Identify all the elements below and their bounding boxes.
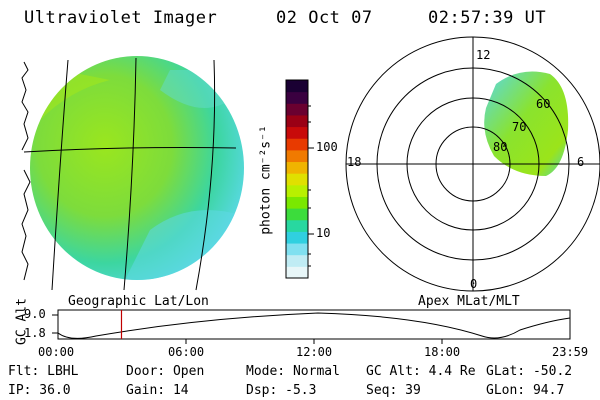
colorbar-segment [286, 138, 308, 151]
polar-plot [345, 36, 600, 292]
mlt-label-18: 18 [347, 155, 362, 169]
mlat-label-70: 70 [512, 120, 527, 134]
colorbar-segment [286, 161, 308, 174]
info-gain: Gain: 14 [126, 383, 189, 398]
time-tick-1800: 18:00 [424, 345, 461, 359]
mlt-label-0: 0 [470, 277, 478, 291]
colorbar-segment [286, 80, 308, 93]
colorbar-segment [286, 243, 308, 256]
info-glon: GLon: 94.7 [486, 383, 565, 398]
mlt-label-12: 12 [476, 48, 491, 62]
colorbar-segment [286, 266, 308, 279]
geographic-caption: Geographic Lat/Lon [68, 294, 209, 309]
colorbar-tick-100: 100 [316, 140, 338, 154]
colorbar-segment [286, 231, 308, 244]
altitude-ytick-high: 9.0 [24, 307, 46, 321]
colorbar-segment [286, 219, 308, 232]
date-label: 02 Oct 07 [276, 8, 373, 28]
time-tick-0000: 00:00 [38, 345, 75, 359]
info-mode: Mode: Normal [246, 364, 340, 379]
time-label: 02:57:39 UT [428, 8, 547, 28]
colorbar-unit-label: photon cm⁻²s⁻¹ [258, 125, 274, 235]
altitude-ytick-low: 1.8 [24, 326, 46, 340]
colorbar-segment [286, 173, 308, 186]
colorbar-segment [286, 103, 308, 116]
info-ip: IP: 36.0 [8, 383, 71, 398]
time-tick-2359: 23:59 [552, 345, 589, 359]
info-dsp: Dsp: -5.3 [246, 383, 317, 398]
colorbar-segment [286, 208, 308, 221]
altitude-plot [52, 309, 571, 344]
info-seq: Seq: 39 [366, 383, 421, 398]
colorbar [285, 79, 314, 279]
geographic-image [21, 56, 244, 291]
colorbar-segment [286, 254, 308, 267]
colorbar-segment [286, 114, 308, 128]
mlat-label-60: 60 [536, 97, 551, 111]
time-tick-1200: 12:00 [296, 345, 333, 359]
info-filter: Flt: LBHL [8, 364, 79, 379]
colorbar-segment [286, 91, 308, 104]
colorbar-tick-10: 10 [316, 226, 331, 240]
colorbar-segment [286, 126, 308, 139]
instrument-title: Ultraviolet Imager [24, 8, 218, 28]
colorbar-segment [286, 149, 308, 163]
info-glat: GLat: -50.2 [486, 364, 573, 379]
apex-caption: Apex MLat/MLT [418, 294, 520, 309]
time-tick-0600: 06:00 [168, 345, 205, 359]
mlt-label-6: 6 [577, 155, 585, 169]
mlat-label-80: 80 [493, 140, 508, 154]
colorbar-segment [286, 196, 308, 209]
info-gc-alt: GC Alt: 4.4 Re [366, 364, 476, 379]
colorbar-segment [286, 184, 308, 197]
info-door: Door: Open [126, 364, 205, 379]
